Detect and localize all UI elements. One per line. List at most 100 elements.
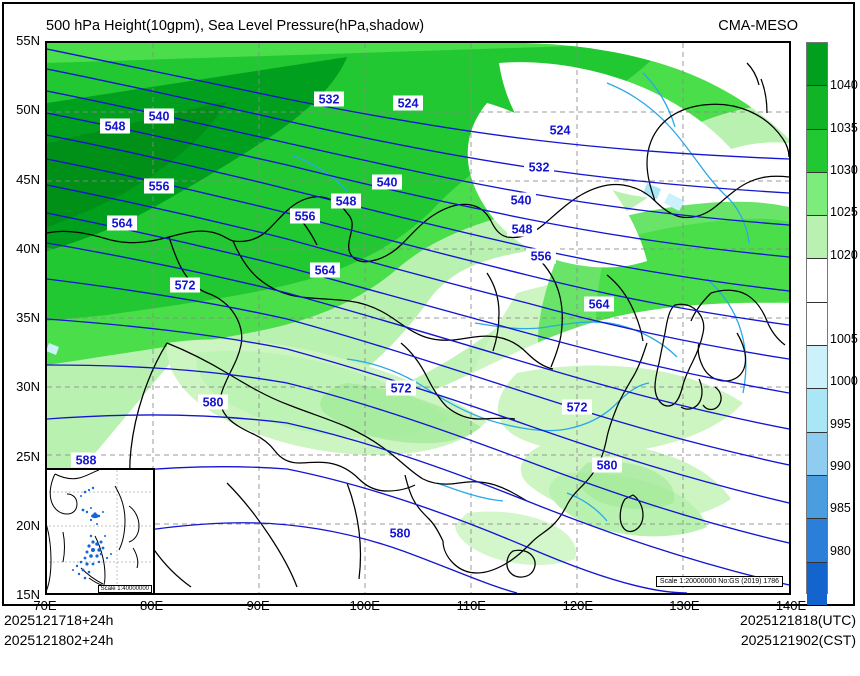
pressure-colorbar[interactable]	[806, 42, 828, 605]
contour-label-588-22: 588	[76, 454, 97, 468]
colorbar-tick-1005: 1005	[830, 332, 858, 347]
contour-label-bg	[144, 108, 174, 124]
lon-tick-120E: 120E	[562, 598, 594, 613]
contour-label-bg	[331, 193, 361, 209]
contour-label-bg	[385, 525, 415, 541]
contour-label-bg	[290, 208, 320, 224]
lon-tick-140E: 140E	[775, 598, 807, 613]
contour-label-bg	[592, 457, 622, 473]
contour-label-bg	[314, 91, 344, 107]
contour-label-540-4: 540	[149, 110, 170, 124]
lat-tick-15N: 15N	[16, 587, 40, 602]
contour-label-bg	[545, 122, 575, 138]
colorbar-tick-1025: 1025	[830, 205, 858, 220]
inset-graphic	[47, 470, 153, 593]
model-label: CMA-MESO	[718, 18, 798, 34]
colorbar-band-7	[807, 345, 827, 389]
colorbar-band-1	[807, 85, 827, 129]
lat-tick-40N: 40N	[16, 240, 40, 256]
contour-label-bg	[584, 296, 614, 312]
lat-tick-25N: 25N	[16, 448, 40, 464]
contour-label-bg	[107, 215, 137, 231]
colorbar-tick-980: 980	[830, 543, 851, 558]
colorbar-tick-1000: 1000	[830, 374, 858, 389]
footer-init-time-cst: 2025121802+24h	[4, 632, 114, 648]
contour-label-548-8: 548	[336, 195, 357, 209]
contour-label-bg	[170, 277, 200, 293]
lon-tick-70E: 70E	[33, 598, 57, 613]
contour-label-564-15: 564	[589, 298, 610, 312]
contour-label-bg	[506, 192, 536, 208]
page-title: 500 hPa Height(10gpm), Sea Level Pressur…	[46, 18, 425, 34]
contour-label-bg	[524, 159, 554, 175]
contour-label-group: 524 524 532 532 540 540 540 548 548 548 556 556 556 5…	[71, 91, 622, 541]
colorbar-band-3	[807, 171, 827, 216]
contour-label-bg	[372, 174, 402, 190]
colorbar-tick-995: 995	[830, 416, 851, 431]
contour-label-bg	[386, 380, 416, 396]
contour-label-572-16: 572	[175, 279, 196, 293]
colorbar-band-9	[807, 431, 827, 475]
lat-tick-20N: 20N	[16, 517, 40, 533]
contour-label-580-21: 580	[597, 459, 618, 473]
contour-label-524-0: 524	[398, 97, 419, 111]
contour-label-572-17: 572	[391, 382, 412, 396]
contour-label-bg	[144, 178, 174, 194]
lon-tick-110E: 110E	[456, 598, 486, 613]
contour-label-540-6: 540	[511, 194, 532, 208]
map-plot-area[interactable]: 524 524 532 532 540 540 540 548 548 548 556 556 556 5…	[45, 41, 791, 595]
contour-label-bg	[507, 221, 537, 237]
contour-label-556-12: 556	[531, 250, 552, 264]
colorbar-band-0	[807, 43, 827, 86]
map-scale-label: Scale 1:20000000 No:GS (2019) 1786	[655, 576, 783, 587]
colorbar-band-12	[807, 561, 827, 605]
contour-label-bg	[71, 452, 101, 468]
colorbar-tick-1020: 1020	[830, 247, 858, 262]
contour-label-564-14: 564	[315, 264, 336, 278]
colorbar-tick-1040: 1040	[830, 78, 858, 93]
colorbar-band-5	[807, 258, 827, 302]
contour-label-bg	[100, 118, 130, 134]
map-graphic: 524 524 532 532 540 540 540 548 548 548 556 556 556 5…	[47, 43, 789, 593]
contour-label-564-13: 564	[112, 217, 133, 231]
lat-tick-30N: 30N	[16, 379, 40, 395]
contour-label-bg	[393, 95, 423, 111]
footer-valid-time-utc: 2025121818(UTC)	[740, 612, 856, 628]
colorbar-band-8	[807, 388, 827, 432]
contour-label-bg	[198, 394, 228, 410]
contour-label-572-18: 572	[567, 401, 588, 415]
contour-label-548-9: 548	[512, 223, 533, 237]
colorbar-band-10	[807, 474, 827, 519]
contour-label-bg	[562, 399, 592, 415]
colorbar-band-4	[807, 215, 827, 259]
colorbar-tick-1030: 1030	[830, 162, 858, 177]
contour-label-580-19: 580	[203, 396, 224, 410]
lat-tick-35N: 35N	[16, 310, 40, 325]
lat-tick-45N: 45N	[16, 171, 40, 187]
contour-label-540-5: 540	[377, 176, 398, 190]
contour-label-580-20: 580	[390, 527, 411, 541]
lon-tick-100E: 100E	[349, 598, 380, 613]
south-china-sea-inset: Scale 1:40000000	[47, 468, 155, 593]
contour-label-556-11: 556	[295, 210, 316, 224]
colorbar-band-11	[807, 518, 827, 562]
lon-tick-130E: 130E	[669, 598, 700, 613]
contour-label-bg	[526, 248, 556, 264]
contour-label-bg	[310, 262, 340, 278]
lat-tick-55N: 55N	[16, 33, 40, 48]
contour-label-548-7: 548	[105, 120, 126, 134]
colorbar-tick-990: 990	[830, 459, 851, 474]
colorbar-band-6	[807, 301, 827, 346]
colorbar-tick-1035: 1035	[830, 120, 858, 135]
colorbar-band-2	[807, 128, 827, 172]
contour-label-556-10: 556	[149, 180, 170, 194]
contour-label-532-3: 532	[529, 161, 550, 175]
lon-tick-90E: 90E	[246, 598, 270, 613]
colorbar-tick-985: 985	[830, 501, 851, 516]
lat-tick-50N: 50N	[16, 102, 40, 118]
footer-valid-time-cst: 2025121902(CST)	[740, 632, 856, 648]
footer-init-time-utc: 2025121718+24h	[4, 612, 114, 628]
inset-scale-label: Scale 1:40000000	[97, 585, 152, 593]
lon-tick-80E: 80E	[139, 598, 164, 613]
